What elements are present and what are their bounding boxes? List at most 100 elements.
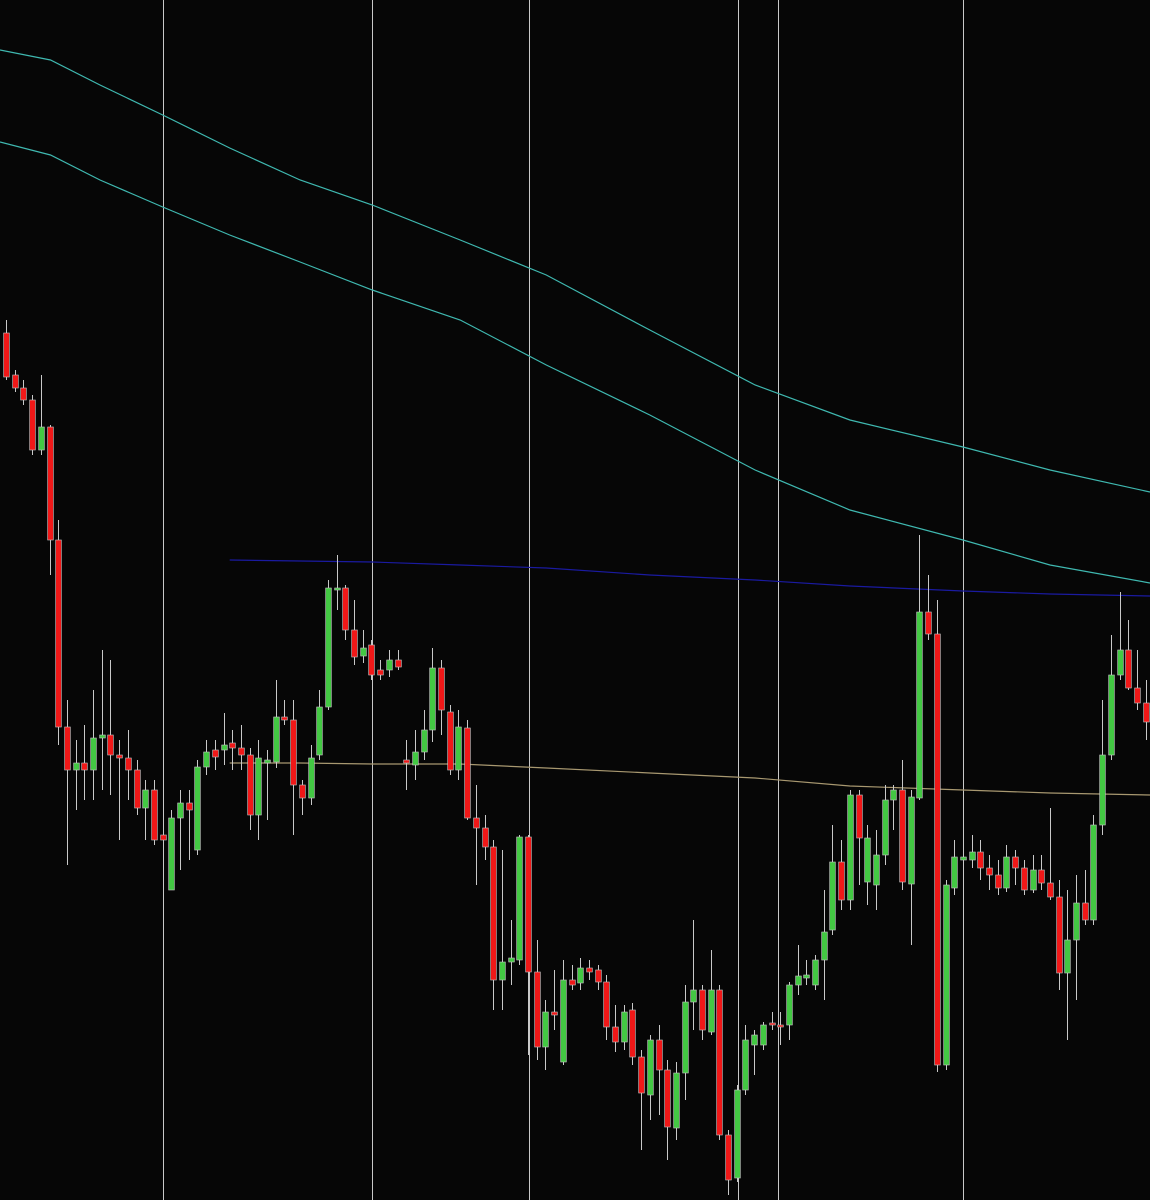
candle-body xyxy=(1012,856,1019,869)
candle-body xyxy=(221,744,228,751)
candle-body xyxy=(107,734,114,756)
candle-body xyxy=(3,332,10,378)
candle-body xyxy=(595,969,602,983)
candle-body xyxy=(525,836,532,973)
indicator-line xyxy=(0,49,1150,493)
candle-body xyxy=(1099,754,1106,826)
candle-body xyxy=(1082,902,1089,921)
candle-body xyxy=(360,647,367,657)
candle-body xyxy=(81,762,88,771)
candle-body xyxy=(473,817,480,829)
candle-body xyxy=(925,611,932,635)
candle-body xyxy=(699,989,706,1031)
candle-body xyxy=(1064,939,1071,974)
candle-body xyxy=(412,751,419,766)
indicator-line xyxy=(229,559,1150,597)
candle-body xyxy=(534,971,541,1048)
candle-body xyxy=(847,794,854,901)
candle-body xyxy=(1143,702,1150,723)
candle-body xyxy=(168,817,175,891)
candle-body xyxy=(551,1011,558,1016)
candle-body xyxy=(995,874,1002,889)
candle-body xyxy=(386,659,393,671)
candle-body xyxy=(290,719,297,786)
candle-body xyxy=(1108,674,1115,756)
candle-body xyxy=(821,931,828,961)
candle-body xyxy=(325,587,332,708)
candle-body xyxy=(151,789,158,841)
candle-body xyxy=(1090,824,1097,921)
candle-body xyxy=(429,667,436,731)
candle-body xyxy=(334,587,341,591)
candle-body xyxy=(742,1039,749,1091)
candle-body xyxy=(873,854,880,886)
candle-body xyxy=(647,1039,654,1096)
candle-body xyxy=(212,749,219,758)
candle-body xyxy=(47,426,54,541)
candle-body xyxy=(12,374,19,389)
candle-body xyxy=(690,989,697,1003)
candle-body xyxy=(20,387,27,401)
candle-body xyxy=(438,667,445,711)
candle-body xyxy=(899,789,906,883)
candle-body xyxy=(238,747,245,756)
candle-body xyxy=(264,759,271,764)
candle-body xyxy=(1038,869,1045,884)
candle-body xyxy=(786,984,793,1026)
candle-body xyxy=(569,979,576,986)
candle-body xyxy=(508,957,515,963)
candle-body xyxy=(656,1039,663,1071)
candle-body xyxy=(969,851,976,861)
candle-body xyxy=(725,1134,732,1181)
candle-body xyxy=(342,587,349,631)
candle-body xyxy=(838,861,845,901)
candle-body xyxy=(734,1089,741,1179)
candle-body xyxy=(629,1009,636,1058)
candle-body xyxy=(664,1069,671,1128)
candle-body xyxy=(142,789,149,809)
indicator-line xyxy=(0,141,1150,584)
candle-body xyxy=(795,975,802,986)
candle-body xyxy=(38,426,45,451)
candle-body xyxy=(977,851,984,869)
candle-body xyxy=(1047,882,1054,898)
candle-body xyxy=(255,757,262,816)
candle-body xyxy=(403,759,410,764)
candle-body xyxy=(943,884,950,1066)
candle-body xyxy=(160,834,167,841)
candle-body xyxy=(542,1011,549,1048)
candle-body xyxy=(960,856,967,861)
candle-body xyxy=(621,1011,628,1043)
candle-body xyxy=(73,762,80,771)
candle-body xyxy=(55,539,62,728)
candle-body xyxy=(916,611,923,799)
candle-body xyxy=(316,706,323,756)
candle-body xyxy=(482,827,489,848)
candle-body xyxy=(682,1001,689,1074)
candle-body xyxy=(99,734,106,739)
candle-body xyxy=(803,974,810,979)
candle-body xyxy=(299,784,306,799)
candle-body xyxy=(1021,867,1028,891)
candle-body xyxy=(499,961,506,981)
candle-body xyxy=(273,716,280,763)
candle-body xyxy=(1030,869,1037,891)
candle-body xyxy=(560,979,567,1063)
candle-body xyxy=(638,1056,645,1094)
candle-body xyxy=(586,967,593,973)
candle-body xyxy=(856,794,863,839)
candle-body xyxy=(116,754,123,759)
candle-body xyxy=(934,633,941,1066)
candle-body xyxy=(368,644,375,676)
candle-body xyxy=(890,789,897,801)
candle-body xyxy=(1125,649,1132,689)
candle-body xyxy=(951,856,958,889)
candle-body xyxy=(1117,649,1124,676)
candle-body xyxy=(134,769,141,809)
candle-body xyxy=(177,802,184,819)
candle-body xyxy=(308,757,315,799)
candle-body xyxy=(281,716,288,721)
candle-body xyxy=(490,846,497,981)
candle-body xyxy=(464,727,471,819)
